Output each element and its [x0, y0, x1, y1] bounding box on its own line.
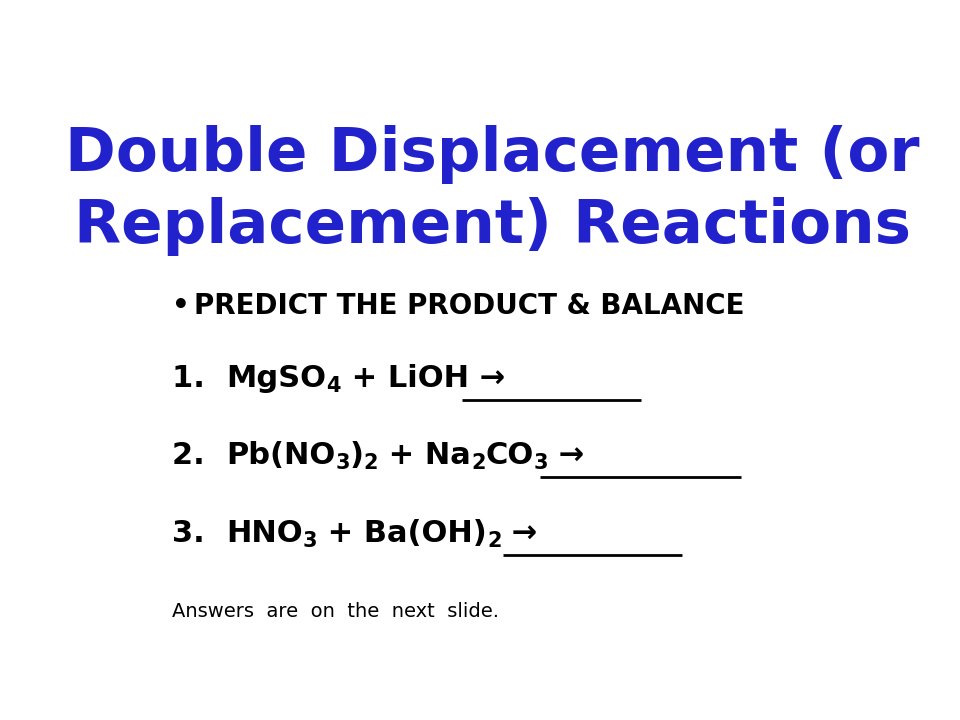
- Text: 1.: 1.: [172, 364, 227, 392]
- Text: PREDICT THE PRODUCT & BALANCE: PREDICT THE PRODUCT & BALANCE: [194, 292, 745, 320]
- Text: CO: CO: [486, 441, 534, 470]
- Text: →: →: [548, 441, 585, 470]
- Text: Double Displacement (or: Double Displacement (or: [64, 125, 920, 184]
- Text: 2: 2: [487, 531, 501, 551]
- Text: 3: 3: [534, 454, 548, 474]
- Text: 3.: 3.: [172, 519, 227, 548]
- Text: + Ba(OH): + Ba(OH): [317, 519, 487, 548]
- Text: ): ): [349, 441, 364, 470]
- Text: →: →: [501, 519, 538, 548]
- Text: + Na: + Na: [378, 441, 471, 470]
- Text: Pb(NO: Pb(NO: [227, 441, 335, 470]
- Text: 3: 3: [335, 454, 349, 474]
- Text: Answers  are  on  the  next  slide.: Answers are on the next slide.: [172, 602, 499, 621]
- Text: + LiOH →: + LiOH →: [341, 364, 505, 392]
- Text: 2: 2: [364, 454, 378, 474]
- Text: 2.: 2.: [172, 441, 227, 470]
- Text: HNO: HNO: [227, 519, 302, 548]
- Text: Replacement) Reactions: Replacement) Reactions: [74, 197, 910, 256]
- Text: 4: 4: [326, 376, 341, 396]
- Text: MgSO: MgSO: [227, 364, 326, 392]
- Text: 3: 3: [302, 531, 317, 551]
- Text: 2: 2: [471, 454, 486, 474]
- Text: •: •: [172, 292, 190, 320]
